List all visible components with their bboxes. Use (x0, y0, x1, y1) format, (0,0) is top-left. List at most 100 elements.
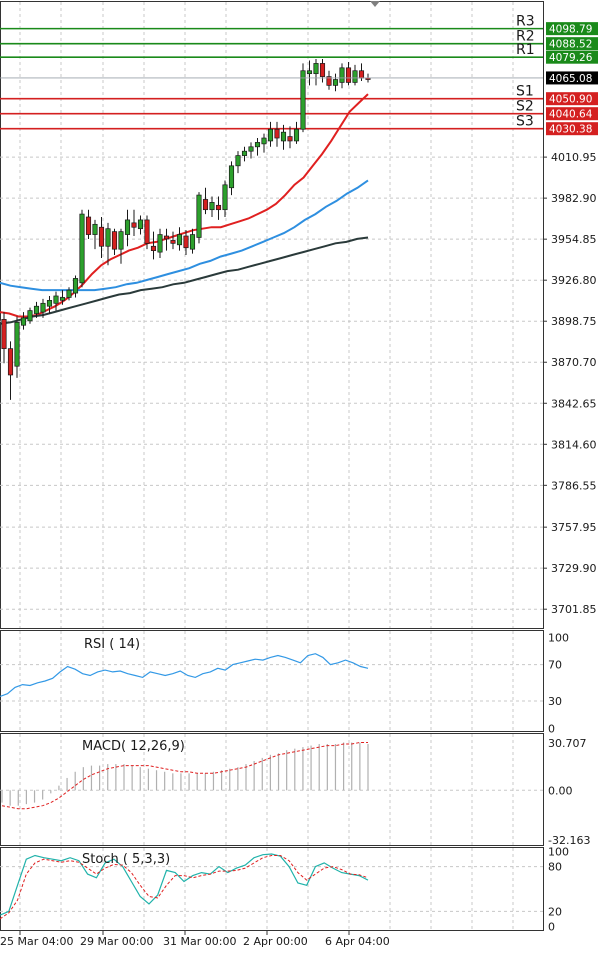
level-tag-text-s3: 4030.38 (549, 124, 592, 136)
candle-body (241, 150, 248, 156)
candle-1 (7, 341, 14, 400)
candle-14 (92, 219, 98, 250)
candle-body (261, 137, 267, 145)
level-label-r3: R3 (516, 14, 535, 30)
candle-body (53, 295, 59, 304)
price-tick-label: 3870.70 (551, 356, 597, 369)
candle-body (326, 76, 332, 86)
candle-34 (222, 180, 228, 218)
candle-body (137, 219, 144, 230)
candle-45 (293, 121, 300, 144)
candle-31 (202, 187, 209, 215)
scroll-arrow-icon[interactable] (370, 1, 380, 7)
candle-body (345, 67, 352, 83)
macd-tick-label: 0.00 (548, 784, 573, 797)
candle-44 (287, 126, 293, 149)
candle-body (189, 234, 196, 250)
stoch-k-line (0, 853, 369, 916)
candle-body (202, 199, 209, 211)
candle-53 (345, 61, 352, 86)
ma-line-2 (0, 236, 369, 325)
candle-body (274, 128, 280, 139)
macd-label: MACD( 12,26,9) (82, 739, 185, 754)
price-tick-label: 3898.75 (551, 315, 597, 328)
level-tag-r1 (546, 50, 598, 64)
candle-body (79, 213, 85, 284)
candle-body (92, 223, 98, 235)
rsi-tick-label: 70 (548, 659, 562, 672)
candle-body (287, 136, 293, 142)
candle-body (157, 234, 163, 253)
macd-axis: 30.707 0.00 -32.163 (548, 737, 590, 847)
candle-35 (228, 161, 235, 196)
candle-body (163, 235, 170, 240)
candle-13 (85, 209, 92, 239)
candle-body (170, 240, 176, 244)
candle-body (105, 228, 111, 247)
candle-19 (124, 209, 131, 247)
rsi-panel-frame (0, 630, 544, 732)
candle-24 (157, 228, 163, 258)
candle-49 (319, 59, 326, 83)
rsi-line (0, 653, 369, 698)
candle-12 (79, 209, 85, 288)
candle-25 (163, 228, 170, 251)
candle-body (209, 202, 215, 211)
candle-8 (53, 291, 59, 311)
time-tick-label: 29 Mar 00:00 (80, 935, 153, 948)
candle-0 (1, 312, 7, 364)
candle-42 (274, 121, 280, 147)
candle-body (215, 204, 222, 211)
level-tag-text-r2: 4088.52 (549, 39, 592, 51)
candle-body (1, 319, 7, 349)
candle-32 (209, 196, 215, 218)
candle-body (59, 297, 66, 301)
level-label-s2: S2 (516, 99, 534, 115)
candle-body (196, 194, 202, 238)
level-tag-r2 (546, 37, 598, 51)
candle-2 (14, 316, 20, 378)
stoch-grid (0, 848, 543, 930)
rsi-axis: 100 70 30 0 (548, 631, 569, 735)
candle-28 (183, 230, 189, 256)
candle-body (267, 128, 274, 142)
candle-21 (137, 215, 144, 235)
candle-43 (280, 124, 287, 150)
candle-52 (339, 63, 345, 89)
macd-tick-label: -32.163 (548, 834, 590, 847)
candle-body (176, 234, 183, 246)
candle-51 (332, 73, 339, 92)
rsi-tick-label: 30 (548, 695, 562, 708)
candle-body (248, 146, 254, 152)
level-label-s3: S3 (516, 114, 534, 130)
time-tick-label: 31 Mar 00:00 (163, 935, 236, 948)
candle-body (293, 128, 300, 142)
stoch-tick-label: 20 (548, 905, 562, 918)
candle-50 (326, 70, 332, 90)
macd-tick-label: 30.707 (548, 737, 587, 750)
candle-body (183, 235, 189, 249)
ma-line-1 (0, 179, 369, 292)
candle-30 (196, 192, 202, 244)
candle-5 (33, 301, 40, 318)
candle-body (319, 63, 326, 77)
level-tag-text-r1: 4079.26 (549, 52, 593, 64)
price-tick-label: 3842.65 (551, 397, 597, 410)
candle-46 (300, 63, 306, 133)
candle-3 (20, 312, 27, 330)
level-tag-s2 (546, 107, 598, 121)
candle-body (235, 155, 241, 167)
level-label-s1: S1 (516, 84, 534, 100)
candle-body (228, 165, 235, 189)
price-tick-label: 3926.80 (551, 274, 597, 287)
candle-33 (215, 196, 222, 220)
level-tag-s1 (546, 92, 598, 106)
candle-body (280, 131, 287, 142)
stoch-tick-label: 100 (548, 846, 569, 859)
stoch-d-line (0, 855, 369, 920)
candle-body (85, 216, 92, 235)
candle-47 (306, 60, 313, 86)
rsi-label: RSI ( 14) (84, 637, 140, 652)
rsi-grid (0, 631, 543, 731)
